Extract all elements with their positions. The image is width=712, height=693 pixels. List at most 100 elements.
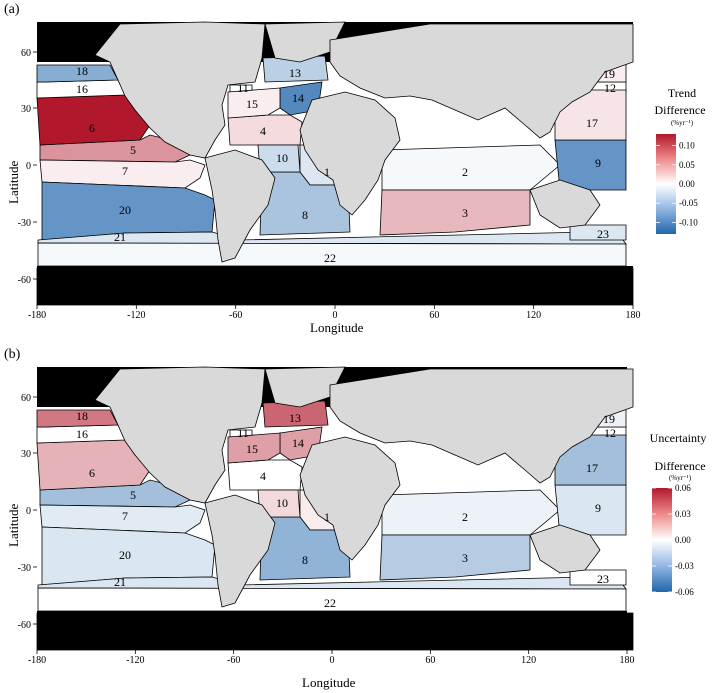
region-2 (381, 489, 561, 536)
x-tick-label: 60 (425, 655, 435, 666)
antarctic-mask (36, 612, 634, 651)
land-masses (36, 366, 634, 651)
y-tick-label: 0 (26, 506, 31, 517)
region-label-17: 17 (586, 461, 598, 475)
x-tick-label: 0 (333, 310, 338, 321)
land-polygon (299, 436, 401, 561)
x-tick-label: -120 (127, 310, 145, 321)
region-label-1: 1 (324, 165, 330, 179)
region-label-3: 3 (462, 551, 468, 565)
y-tick-label: 60 (21, 393, 31, 404)
y-tick-label: 30 (21, 449, 31, 460)
region-label-10: 10 (276, 151, 288, 165)
region-17 (554, 89, 627, 141)
region-label-11: 11 (237, 426, 249, 440)
x-axis-ticks: -180 -120 -60 0 60 120 180 (28, 305, 641, 321)
legend-tick-label: -0.03 (675, 561, 694, 571)
region-label-15: 15 (246, 442, 258, 456)
region-17 (554, 434, 627, 486)
region-label-13: 13 (289, 411, 301, 425)
legend-a-colorbar: 0.10 0.05 0.00 -0.05 -0.10 (656, 134, 698, 234)
y-tick-label: 60 (21, 48, 31, 59)
region-label-14: 14 (292, 436, 304, 450)
region-label-10: 10 (276, 496, 288, 510)
land-polygon (529, 524, 601, 574)
region-label-19: 19 (603, 67, 615, 81)
region-label-23: 23 (597, 572, 609, 586)
x-tick-label: 120 (521, 655, 536, 666)
colorbar-gradient (652, 488, 672, 592)
region-label-12: 12 (604, 426, 616, 440)
region-22 (37, 587, 627, 612)
region-label-6: 6 (89, 466, 95, 480)
region-label-4: 4 (260, 124, 266, 138)
region-label-4: 4 (260, 469, 266, 483)
panel-b-xlabel: Longitude (302, 675, 356, 690)
legend-tick-label: 0.10 (679, 141, 695, 151)
y-tick-label: 30 (21, 104, 31, 115)
x-tick-label: 180 (626, 310, 641, 321)
y-axis-ticks: 60 30 0 -30 -60 (18, 393, 37, 631)
region-label-3: 3 (462, 206, 468, 220)
x-axis-ticks: -180 -120 -60 0 60 120 180 (28, 650, 635, 666)
y-tick-label: 0 (26, 161, 31, 172)
x-tick-label: -180 (28, 310, 46, 321)
region-label-7: 7 (122, 509, 128, 523)
region-label-9: 9 (595, 501, 601, 515)
region-label-17: 17 (586, 116, 598, 130)
land-polygon (329, 23, 634, 139)
legend-a-unit: (%yr⁻¹) (670, 119, 694, 127)
land-polygon (529, 179, 601, 229)
region-label-21: 21 (114, 230, 126, 244)
antarctic-mask (36, 267, 634, 306)
legend-b-title-2: Difference (654, 459, 706, 473)
region-18 (36, 409, 119, 428)
region-3 (379, 189, 531, 236)
legend-tick-label: -0.06 (675, 587, 694, 596)
region-label-2: 2 (462, 165, 468, 179)
region-label-1: 1 (324, 510, 330, 524)
legend-tick-label: -0.10 (679, 217, 698, 227)
y-axis-ticks: 60 30 0 -30 -60 (18, 48, 37, 286)
legend-tick-label: -0.05 (679, 198, 698, 208)
region-label-16: 16 (76, 82, 88, 96)
legend-tick-label: 0.00 (675, 535, 691, 545)
land-polygon (264, 21, 346, 63)
region-label-5: 5 (130, 488, 136, 502)
land-polygon (329, 368, 634, 484)
x-tick-label: -60 (229, 310, 242, 321)
region-label-22: 22 (324, 596, 336, 610)
panel-a-xlabel: Longitude (310, 320, 364, 335)
region-label-16: 16 (76, 427, 88, 441)
y-tick-label: -30 (18, 563, 31, 574)
x-tick-label: 180 (620, 655, 635, 666)
region-label-20: 20 (119, 548, 131, 562)
region-label-13: 13 (289, 66, 301, 80)
region-label-8: 8 (302, 208, 308, 222)
region-label-9: 9 (595, 156, 601, 170)
y-tick-label: -60 (18, 275, 31, 286)
land-polygon (264, 366, 346, 408)
legend-b-colorbar: 0.06 0.03 0.00 -0.03 -0.06 (652, 484, 694, 596)
legend-tick-label: 0.05 (679, 160, 695, 170)
region-label-22: 22 (324, 251, 336, 265)
region-label-15: 15 (246, 97, 258, 111)
legend-tick-label: 0.00 (679, 179, 695, 189)
region-label-2: 2 (462, 510, 468, 524)
region-label-18: 18 (76, 64, 88, 78)
region-label-19: 19 (603, 412, 615, 426)
land-polygon (204, 494, 276, 608)
colorbar-gradient (656, 134, 676, 234)
x-tick-label: 120 (526, 310, 541, 321)
region-label-5: 5 (130, 143, 136, 157)
legend-b-unit: (%yr⁻¹) (668, 474, 692, 482)
land-polygon (299, 91, 401, 216)
region-label-14: 14 (292, 91, 304, 105)
panel-b-label: (b) (4, 347, 21, 362)
region-label-18: 18 (76, 409, 88, 423)
region-label-21: 21 (114, 575, 126, 589)
region-label-7: 7 (122, 164, 128, 178)
